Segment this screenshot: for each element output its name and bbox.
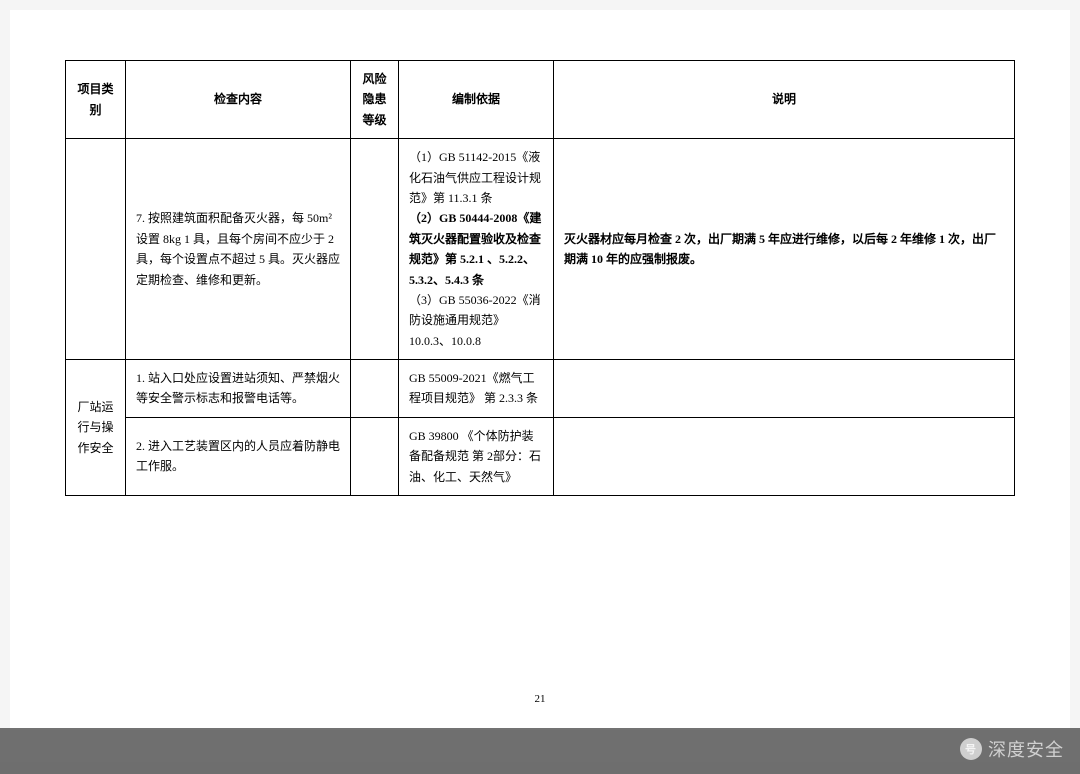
watermark: 号 深度安全 (960, 736, 1064, 762)
bottom-overlay-bar (0, 728, 1080, 774)
wechat-icon: 号 (960, 738, 982, 760)
page-number: 21 (535, 693, 546, 705)
cell-basis: GB 39800 《个体防护装备配备规范 第 2部分：石油、化工、天然气》 (399, 417, 554, 495)
table-row: 2. 进入工艺装置区内的人员应着防静电工作服。 GB 39800 《个体防护装备… (66, 417, 1015, 495)
cell-content: 1. 站入口处应设置进站须知、严禁烟火等安全警示标志和报警电话等。 (126, 360, 351, 418)
cell-risk-empty (351, 417, 399, 495)
inspection-table: 项目类别 检查内容 风险隐患等级 编制依据 说明 7. 按照建筑面积配备灭火器，… (65, 60, 1015, 496)
basis-line: （1）GB 51142-2015《液化石油气供应工程设计规范》第 11.3.1 … (409, 147, 543, 208)
table-header-row: 项目类别 检查内容 风险隐患等级 编制依据 说明 (66, 61, 1015, 139)
cell-content: 7. 按照建筑面积配备灭火器，每 50m²设置 8kg 1 具，且每个房间不应少… (126, 139, 351, 360)
cell-content: 2. 进入工艺装置区内的人员应着防静电工作服。 (126, 417, 351, 495)
basis-line: （3）GB 55036-2022《消防设施通用规范》 10.0.3、10.0.8 (409, 290, 543, 351)
watermark-text: 深度安全 (988, 736, 1064, 762)
col-header-desc: 说明 (554, 61, 1015, 139)
col-header-content: 检查内容 (126, 61, 351, 139)
document-page: 项目类别 检查内容 风险隐患等级 编制依据 说明 7. 按照建筑面积配备灭火器，… (10, 10, 1070, 730)
col-header-category: 项目类别 (66, 61, 126, 139)
cell-desc-empty (554, 417, 1015, 495)
table-row: 7. 按照建筑面积配备灭火器，每 50m²设置 8kg 1 具，且每个房间不应少… (66, 139, 1015, 360)
cell-risk-empty (351, 139, 399, 360)
col-header-basis: 编制依据 (399, 61, 554, 139)
cell-desc: 灭火器材应每月检查 2 次，出厂期满 5 年应进行维修，以后每 2 年维修 1 … (554, 139, 1015, 360)
col-header-risk: 风险隐患等级 (351, 61, 399, 139)
table-row: 厂站运行与操作安全 1. 站入口处应设置进站须知、严禁烟火等安全警示标志和报警电… (66, 360, 1015, 418)
cell-category-empty (66, 139, 126, 360)
cell-basis: GB 55009-2021《燃气工程项目规范》 第 2.3.3 条 (399, 360, 554, 418)
cell-desc-empty (554, 360, 1015, 418)
basis-line-bold: （2）GB 50444-2008《建筑灭火器配置验收及检查规范》第 5.2.1 … (409, 208, 543, 290)
cell-risk-empty (351, 360, 399, 418)
cell-category: 厂站运行与操作安全 (66, 360, 126, 496)
cell-basis: （1）GB 51142-2015《液化石油气供应工程设计规范》第 11.3.1 … (399, 139, 554, 360)
